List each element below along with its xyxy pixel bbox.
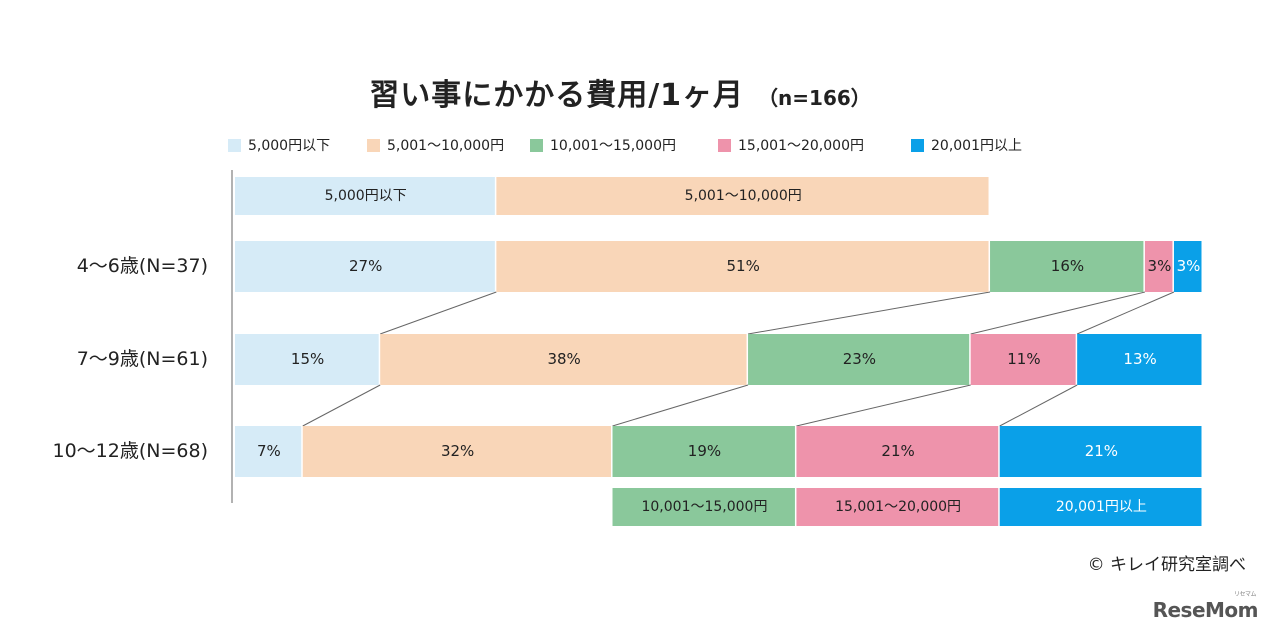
legend-label-5: 20,001円以上 <box>931 138 1022 154</box>
data-label: 11% <box>1007 350 1040 368</box>
connector-line <box>612 384 749 427</box>
chart-title: 習い事にかかる費用/1ヶ月 <box>369 78 745 113</box>
data-label: 51% <box>727 257 760 275</box>
bottom-band-label-1: 10,001〜15,000円 <box>641 499 767 515</box>
bottom-band-1 <box>612 488 795 526</box>
bar-segment <box>496 241 989 292</box>
connector-line <box>747 291 991 335</box>
legend-label-1: 5,000円以下 <box>248 138 330 154</box>
bar-segment <box>1077 334 1202 385</box>
connector-line <box>999 384 1078 427</box>
connector-line <box>796 384 971 427</box>
data-label: 27% <box>349 257 382 275</box>
bar-segment <box>1173 241 1202 292</box>
bar-segment <box>380 334 747 385</box>
data-label: 32% <box>441 442 474 460</box>
bar-segment <box>302 426 612 477</box>
top-band-2 <box>496 177 989 215</box>
data-label: 23% <box>843 350 876 368</box>
category-label: 4〜6歳(N=37) <box>77 255 208 277</box>
data-label: 38% <box>547 350 580 368</box>
data-label: 15% <box>291 350 324 368</box>
top-band-1 <box>235 177 495 215</box>
bar-segment <box>999 426 1202 477</box>
legend-swatch-1 <box>228 139 241 152</box>
bar-segment <box>1144 241 1173 292</box>
connector-line <box>380 291 497 335</box>
bar-segment <box>748 334 970 385</box>
data-label: 21% <box>1085 442 1118 460</box>
bar-segment <box>612 426 795 477</box>
category-label: 7〜9歳(N=61) <box>77 348 208 370</box>
data-label: 13% <box>1123 350 1156 368</box>
bar-segment <box>970 334 1076 385</box>
category-label: 10〜12歳(N=68) <box>53 440 209 462</box>
chart-title-row: 習い事にかかる費用/1ヶ月 （n=166） <box>0 70 1240 114</box>
data-label: 3% <box>1148 257 1172 275</box>
legend-swatch-2 <box>367 139 380 152</box>
legend-swatch-5 <box>911 139 924 152</box>
legend-label-3: 10,001〜15,000円 <box>550 138 676 154</box>
legend-label-4: 15,001〜20,000円 <box>738 138 864 154</box>
legend-swatch-3 <box>530 139 543 152</box>
data-label: 16% <box>1051 257 1084 275</box>
bar-segment <box>990 241 1144 292</box>
data-label: 7% <box>257 442 281 460</box>
bar-segment <box>796 426 999 477</box>
resemom-logo: ReseMom リセマム <box>1152 591 1259 622</box>
bar-segment <box>235 334 379 385</box>
bottom-band-3 <box>999 488 1202 526</box>
top-band-label-2: 5,001〜10,000円 <box>685 188 802 204</box>
top-band-label-1: 5,000円以下 <box>325 188 407 204</box>
chart-sample-size: （n=166） <box>758 86 871 110</box>
source-credit: © キレイ研究室調べ <box>1087 555 1246 575</box>
connector-line <box>302 384 381 427</box>
bar-segment <box>235 241 495 292</box>
bottom-band-label-2: 15,001〜20,000円 <box>835 499 961 515</box>
data-label: 3% <box>1177 257 1201 275</box>
legend-label-2: 5,001〜10,000円 <box>387 138 504 154</box>
data-label: 21% <box>881 442 914 460</box>
bar-segment <box>235 426 302 477</box>
bottom-band-2 <box>796 488 999 526</box>
connector-line <box>1076 291 1175 335</box>
bottom-band-label-3: 20,001円以上 <box>1056 499 1147 515</box>
data-label: 19% <box>688 442 721 460</box>
connector-line <box>970 291 1146 335</box>
legend-swatch-4 <box>718 139 731 152</box>
